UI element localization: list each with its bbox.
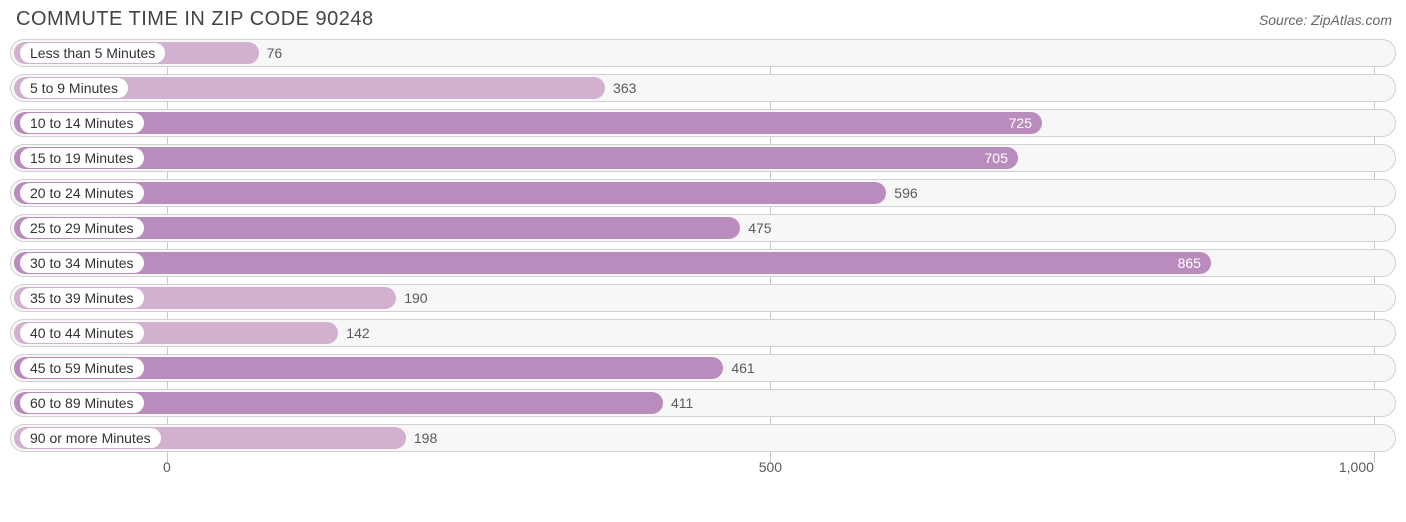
bar-value: 190: [404, 290, 427, 306]
bar-value: 411: [671, 395, 693, 411]
bar-row: 865 30 to 34 Minutes: [10, 249, 1396, 277]
category-label: 45 to 59 Minutes: [20, 358, 144, 378]
source-prefix: Source:: [1259, 12, 1311, 28]
x-axis: 0 500 1,000: [10, 455, 1396, 483]
bar-value: 198: [414, 430, 437, 446]
category-label: 40 to 44 Minutes: [20, 323, 144, 343]
x-tick-label: 1,000: [1339, 459, 1374, 475]
source-name: ZipAtlas.com: [1311, 12, 1392, 28]
bar-row: 40 to 44 Minutes 142: [10, 319, 1396, 347]
category-label: 35 to 39 Minutes: [20, 288, 144, 308]
category-label: 5 to 9 Minutes: [20, 78, 128, 98]
x-tick-label: 500: [759, 459, 782, 475]
bar-value: 76: [267, 45, 283, 61]
bar-row: Less than 5 Minutes 76: [10, 39, 1396, 67]
bar-value: 461: [731, 360, 754, 376]
bar-value: 865: [1178, 255, 1201, 271]
bar-row: 45 to 59 Minutes 461: [10, 354, 1396, 382]
category-label: 15 to 19 Minutes: [20, 148, 144, 168]
bar-row: 25 to 29 Minutes 475: [10, 214, 1396, 242]
category-label: Less than 5 Minutes: [20, 43, 165, 63]
chart-header: COMMUTE TIME IN ZIP CODE 90248 Source: Z…: [10, 8, 1396, 37]
bar-value: 475: [748, 220, 771, 236]
bar-row: 35 to 39 Minutes 190: [10, 284, 1396, 312]
category-label: 25 to 29 Minutes: [20, 218, 144, 238]
bar-value: 705: [985, 150, 1008, 166]
bar-fill: [14, 182, 886, 204]
bar-value: 596: [894, 185, 917, 201]
chart-title: COMMUTE TIME IN ZIP CODE 90248: [16, 8, 374, 31]
bar-fill: 865: [14, 252, 1211, 274]
plot-area: Less than 5 Minutes 76 5 to 9 Minutes 363 72…: [10, 39, 1396, 491]
category-label: 30 to 34 Minutes: [20, 253, 144, 273]
bar-value: 725: [1009, 115, 1032, 131]
bar-fill: 725: [14, 112, 1042, 134]
commute-chart: COMMUTE TIME IN ZIP CODE 90248 Source: Z…: [0, 0, 1406, 522]
category-label: 10 to 14 Minutes: [20, 113, 144, 133]
bar-rows: Less than 5 Minutes 76 5 to 9 Minutes 363 72…: [10, 39, 1396, 452]
chart-source: Source: ZipAtlas.com: [1259, 12, 1392, 28]
bar-value: 142: [346, 325, 369, 341]
category-label: 20 to 24 Minutes: [20, 183, 144, 203]
bar-row: 5 to 9 Minutes 363: [10, 74, 1396, 102]
bar-row: 20 to 24 Minutes 596: [10, 179, 1396, 207]
bar-row: 725 10 to 14 Minutes: [10, 109, 1396, 137]
x-tick-label: 0: [163, 459, 171, 475]
bar-row: 705 15 to 19 Minutes: [10, 144, 1396, 172]
bar-value: 363: [613, 80, 636, 96]
bar-row: 60 to 89 Minutes 411: [10, 389, 1396, 417]
category-label: 90 or more Minutes: [20, 428, 161, 448]
bar-fill: 705: [14, 147, 1018, 169]
bar-row: 90 or more Minutes 198: [10, 424, 1396, 452]
category-label: 60 to 89 Minutes: [20, 393, 144, 413]
